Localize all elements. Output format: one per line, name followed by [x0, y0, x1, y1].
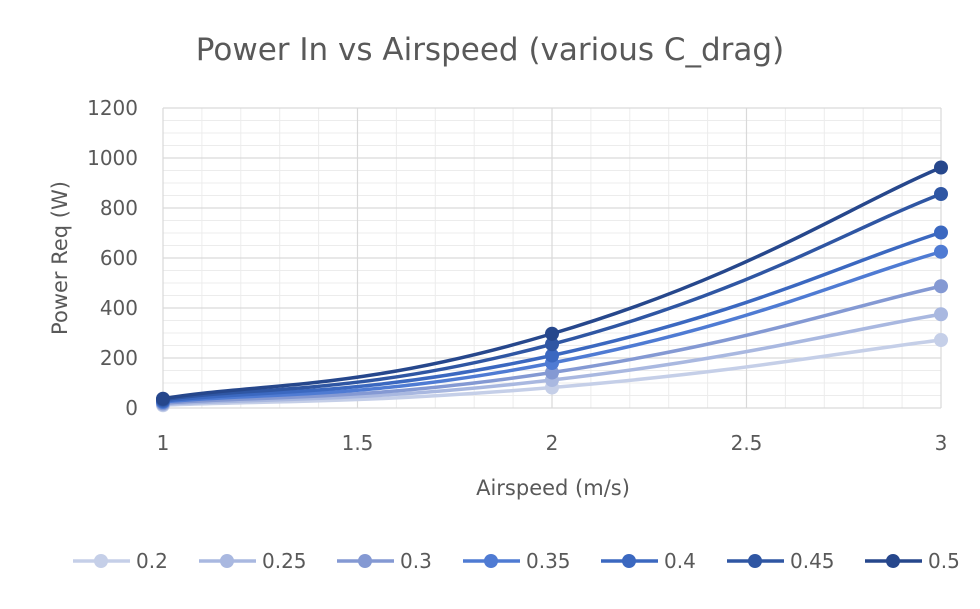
data-point-0.2: [934, 333, 948, 347]
legend-item-0.25: 0.25: [199, 549, 307, 573]
x-tick-label: 3: [935, 431, 948, 455]
data-point-0.5: [545, 326, 559, 341]
y-tick-label: 1000: [87, 146, 138, 170]
legend-marker: [484, 554, 498, 568]
legend-marker: [886, 554, 900, 568]
legend-label: 0.4: [664, 549, 696, 573]
data-point-0.4: [545, 348, 559, 363]
data-point-0.5: [156, 391, 170, 406]
y-axis-ticks: 0 200 400 600 800 1000 1200: [87, 96, 138, 420]
x-tick-label: 2: [546, 431, 559, 455]
y-tick-label: 1200: [87, 96, 138, 120]
y-tick-label: 600: [100, 246, 138, 270]
legend-marker: [748, 554, 762, 568]
x-tick-label: 1: [157, 431, 170, 455]
legend-item-0.5: 0.5: [865, 549, 960, 573]
x-tick-label: 1.5: [342, 431, 374, 455]
x-axis-ticks: 1 1.5 2 2.5 3: [157, 431, 948, 455]
legend-item-0.2: 0.2: [73, 549, 168, 573]
y-tick-label: 800: [100, 196, 138, 220]
data-point-0.45: [934, 187, 948, 201]
legend-item-0.3: 0.3: [337, 549, 432, 573]
legend-label: 0.35: [526, 549, 571, 573]
y-tick-label: 400: [100, 296, 138, 320]
legend-label: 0.2: [136, 549, 168, 573]
data-point-0.5: [934, 160, 948, 175]
legend-label: 0.5: [928, 549, 960, 573]
y-tick-label: 0: [125, 396, 138, 420]
legend-label: 0.45: [790, 549, 835, 573]
legend-item-0.4: 0.4: [601, 549, 696, 573]
y-tick-label: 200: [100, 346, 138, 370]
data-point-0.3: [934, 279, 948, 294]
legend-marker: [220, 554, 234, 568]
legend-marker: [94, 554, 108, 568]
legend-marker: [358, 554, 372, 568]
series-points: [156, 160, 948, 413]
x-tick-label: 2.5: [731, 431, 763, 455]
data-point-0.45: [545, 337, 559, 352]
legend-marker: [622, 554, 636, 568]
legend-label: 0.25: [262, 549, 307, 573]
legend-item-0.45: 0.45: [727, 549, 835, 573]
chart-title: Power In vs Airspeed (various C_drag): [196, 32, 784, 68]
legend-item-0.35: 0.35: [463, 549, 571, 573]
data-point-0.35: [934, 244, 948, 259]
data-point-0.4: [934, 225, 948, 240]
x-axis-title: Airspeed (m/s): [476, 476, 630, 500]
y-axis-title: Power Req (W): [48, 181, 72, 335]
legend-label: 0.3: [400, 549, 432, 573]
data-point-0.25: [934, 307, 948, 322]
legend: 0.2 0.25 0.3 0.35 0.4 0.45 0.5: [73, 549, 960, 573]
